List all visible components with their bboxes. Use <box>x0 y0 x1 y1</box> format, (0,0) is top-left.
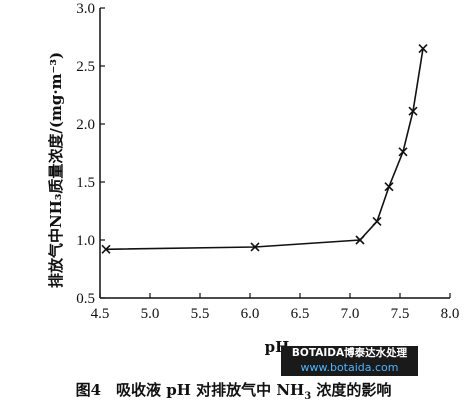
watermark-brand: BOTAIDA博泰达水处理 <box>291 347 408 359</box>
x-tick-label: 7.5 <box>391 306 410 322</box>
data-point-marker <box>250 242 260 252</box>
x-tick-label: 6.0 <box>241 306 260 322</box>
data-point-marker <box>384 182 394 192</box>
axis-ticks: 4.5 5.0 5.5 6.0 6.5 7.0 7.5 8.0 0.5 1.0 1.5 2.0 2.5 3… <box>76 1 459 322</box>
caption-suffix: 浓度的影响 <box>311 381 392 399</box>
marker-stroke <box>250 242 260 252</box>
caption-subscript: 3 <box>304 391 312 402</box>
marker-stroke <box>398 147 408 157</box>
y-tick-label: 2.0 <box>76 117 95 133</box>
data-point-marker <box>418 44 428 54</box>
data-point-marker <box>408 106 418 116</box>
y-tick-label: 1.5 <box>76 175 95 191</box>
data-series <box>101 44 428 254</box>
x-tick-label: 4.5 <box>91 306 110 322</box>
marker-stroke <box>418 44 428 54</box>
marker-stroke <box>372 216 382 227</box>
watermark-badge: BOTAIDA博泰达水处理 www.botaida.com <box>281 346 418 376</box>
marker-stroke <box>355 235 365 245</box>
chart-axes <box>99 8 450 299</box>
watermark-url: www.botaida.com <box>300 361 399 374</box>
data-point-marker <box>101 244 111 254</box>
x-tick-label: 8.0 <box>441 306 460 322</box>
y-tick-label: 3.0 <box>76 1 95 17</box>
marker-stroke <box>408 106 418 116</box>
series-line <box>105 48 424 251</box>
data-point-marker <box>398 147 408 157</box>
marker-stroke <box>101 244 111 254</box>
y-tick-label: 2.5 <box>76 59 95 75</box>
figure-caption: 图4 吸收液 pH 对排放气中 NH3 浓度的影响 <box>0 379 467 402</box>
y-tick-label: 1.0 <box>76 233 95 249</box>
y-tick-label: 0.5 <box>76 291 95 307</box>
x-tick-label: 5.5 <box>191 306 210 322</box>
data-point-marker <box>355 235 365 245</box>
caption-prefix: 图4 吸收液 pH 对排放气中 NH <box>75 381 305 399</box>
x-tick-label: 7.0 <box>341 306 360 322</box>
y-axis-label: 排放气中NH₃质量浓度/(mg·m⁻³) <box>47 52 65 288</box>
data-point-marker <box>372 216 382 227</box>
marker-stroke <box>384 182 394 192</box>
x-tick-label: 5.0 <box>141 306 160 322</box>
x-tick-label: 6.5 <box>291 306 310 322</box>
